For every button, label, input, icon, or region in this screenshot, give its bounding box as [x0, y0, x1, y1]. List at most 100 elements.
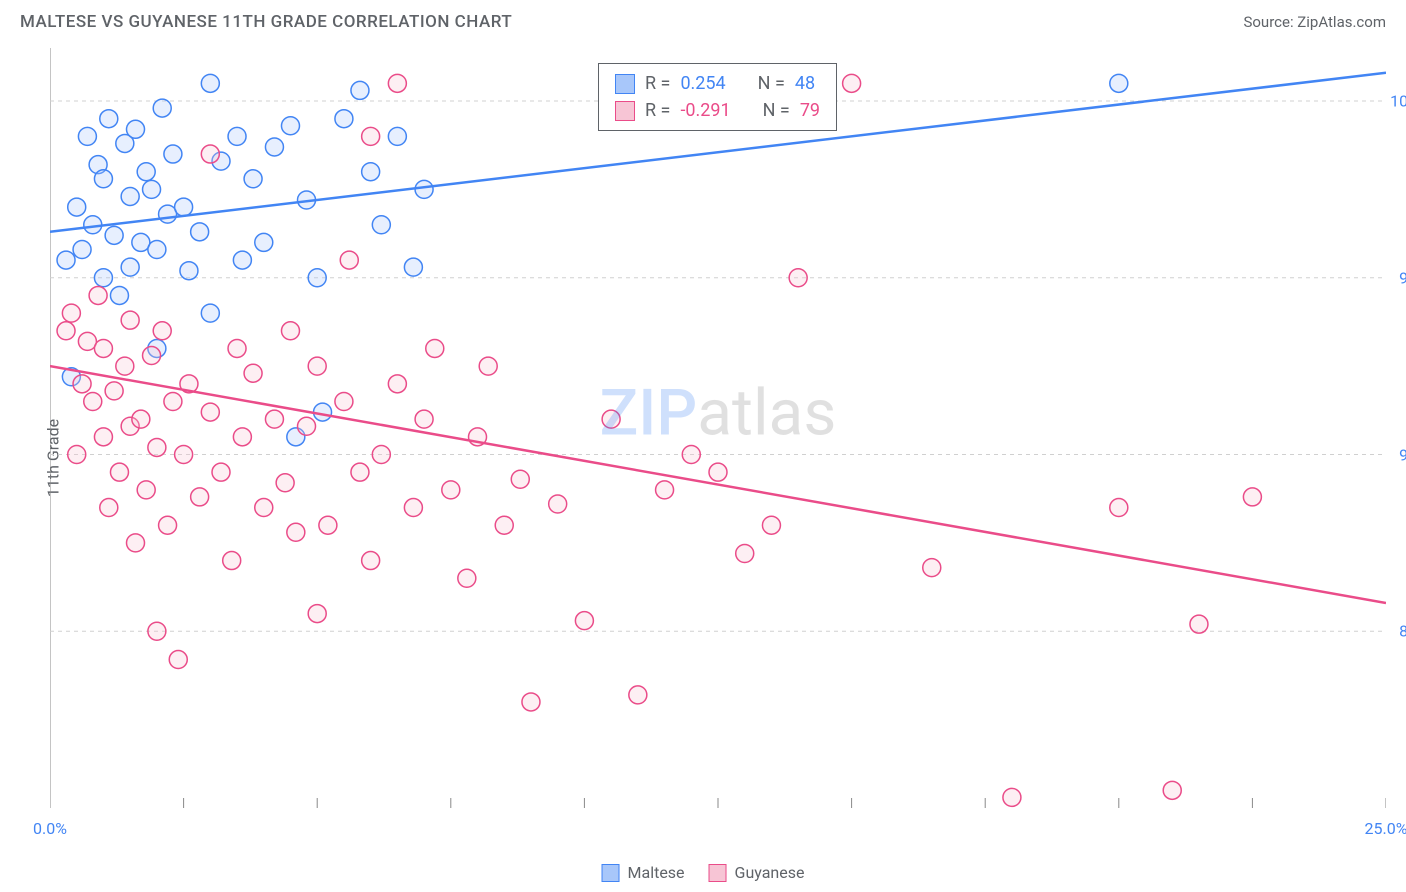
data-point [89, 286, 107, 304]
data-point [362, 552, 380, 570]
data-point [169, 651, 187, 669]
stat-r-label: R = [645, 70, 670, 97]
data-point [388, 375, 406, 393]
stat-n-label: N = [758, 70, 785, 97]
data-point [228, 127, 246, 145]
data-point [201, 145, 219, 163]
legend-swatch-guyanese [709, 864, 727, 882]
data-point [372, 216, 390, 234]
data-point [153, 99, 171, 117]
data-point [340, 251, 358, 269]
data-point [201, 403, 219, 421]
data-point [298, 417, 316, 435]
data-point [148, 622, 166, 640]
data-point [281, 322, 299, 340]
data-point [164, 145, 182, 163]
data-point [415, 410, 433, 428]
chart-header: MALTESE VS GUYANESE 11TH GRADE CORRELATI… [0, 0, 1406, 40]
data-point [255, 499, 273, 517]
stat-r-value: 0.254 [680, 70, 725, 97]
data-point [116, 357, 134, 375]
stat-r-value: -0.291 [680, 97, 730, 124]
data-point [148, 240, 166, 258]
y-tick-label: 95.0% [1399, 268, 1406, 287]
data-point [602, 410, 620, 428]
data-point [159, 516, 177, 534]
stats-box: R =0.254N =48R =-0.291N =79 [598, 63, 837, 131]
data-point [682, 446, 700, 464]
data-point [308, 357, 326, 375]
data-point [180, 262, 198, 280]
data-point [789, 269, 807, 287]
data-point [153, 322, 171, 340]
data-point [121, 311, 139, 329]
data-point [923, 559, 941, 577]
data-point [522, 693, 540, 711]
data-point [73, 375, 91, 393]
stat-n-value: 48 [795, 70, 815, 97]
data-point [127, 534, 145, 552]
legend-label-guyanese: Guyanese [735, 863, 805, 882]
data-point [132, 410, 150, 428]
data-point [372, 446, 390, 464]
data-point [736, 544, 754, 562]
data-point [511, 470, 529, 488]
data-point [479, 357, 497, 375]
data-point [495, 516, 513, 534]
data-point [57, 322, 75, 340]
data-point [388, 127, 406, 145]
data-point [281, 117, 299, 135]
x-tick-label: 25.0% [1365, 819, 1406, 838]
stat-r-label: R = [645, 97, 670, 124]
stats-row: R =-0.291N =79 [615, 97, 820, 124]
data-point [319, 516, 337, 534]
data-point [362, 127, 380, 145]
data-point [164, 392, 182, 410]
plot-area: ZIPatlas 85.0%90.0%95.0%100.0%0.0%25.0%R… [50, 48, 1386, 808]
data-point [94, 269, 112, 287]
data-point [57, 251, 75, 269]
data-point [233, 428, 251, 446]
legend-item-guyanese: Guyanese [709, 863, 805, 882]
chart-container: 11th Grade ZIPatlas 85.0%90.0%95.0%100.0… [20, 48, 1386, 868]
x-tick-label: 0.0% [33, 819, 67, 838]
data-point [68, 198, 86, 216]
data-point [351, 81, 369, 99]
data-point [233, 251, 251, 269]
legend-label-maltese: Maltese [628, 863, 685, 882]
data-point [78, 127, 96, 145]
data-point [1003, 788, 1021, 806]
data-point [265, 138, 283, 156]
data-point [191, 223, 209, 241]
data-point [442, 481, 460, 499]
data-point [276, 474, 294, 492]
data-point [159, 205, 177, 223]
data-point [1163, 781, 1181, 799]
data-point [201, 304, 219, 322]
data-point [94, 428, 112, 446]
data-point [458, 569, 476, 587]
data-point [351, 463, 369, 481]
chart-svg [50, 48, 1386, 808]
data-point [335, 392, 353, 410]
data-point [148, 438, 166, 456]
data-point [105, 226, 123, 244]
data-point [175, 446, 193, 464]
data-point [105, 382, 123, 400]
data-point [100, 499, 118, 517]
data-point [404, 499, 422, 517]
stats-swatch [615, 101, 635, 121]
y-tick-label: 85.0% [1399, 622, 1406, 641]
data-point [388, 74, 406, 92]
data-point [244, 170, 262, 188]
data-point [426, 339, 444, 357]
data-point [244, 364, 262, 382]
y-tick-label: 90.0% [1399, 445, 1406, 464]
data-point [143, 180, 161, 198]
data-point [1110, 74, 1128, 92]
data-point [629, 686, 647, 704]
legend-item-maltese: Maltese [602, 863, 685, 882]
data-point [255, 233, 273, 251]
y-tick-label: 100.0% [1390, 92, 1406, 111]
stat-n-label: N = [763, 97, 790, 124]
